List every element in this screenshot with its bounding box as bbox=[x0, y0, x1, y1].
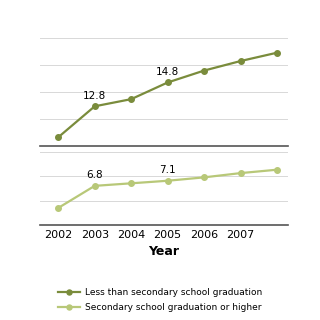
Text: 7.1: 7.1 bbox=[159, 165, 176, 175]
Less than secondary school graduation bbox=[166, 81, 170, 84]
Less than secondary school graduation bbox=[129, 97, 133, 101]
Text: 14.8: 14.8 bbox=[156, 67, 179, 77]
Secondary school graduation or higher bbox=[275, 168, 279, 172]
X-axis label: Year: Year bbox=[148, 245, 180, 258]
Line: Less than secondary school graduation: Less than secondary school graduation bbox=[55, 50, 280, 140]
Secondary school graduation or higher bbox=[239, 171, 243, 175]
Legend: Less than secondary school graduation, Secondary school graduation or higher: Less than secondary school graduation, S… bbox=[54, 285, 266, 316]
Less than secondary school graduation bbox=[93, 104, 97, 108]
Secondary school graduation or higher bbox=[166, 179, 170, 183]
Text: 6.8: 6.8 bbox=[86, 170, 103, 180]
Less than secondary school graduation bbox=[275, 51, 279, 55]
Less than secondary school graduation bbox=[56, 135, 60, 139]
Secondary school graduation or higher bbox=[93, 184, 97, 188]
Less than secondary school graduation bbox=[239, 59, 243, 63]
Text: 12.8: 12.8 bbox=[83, 91, 106, 101]
Secondary school graduation or higher bbox=[129, 181, 133, 185]
Secondary school graduation or higher bbox=[202, 175, 206, 179]
Less than secondary school graduation bbox=[202, 69, 206, 73]
Line: Secondary school graduation or higher: Secondary school graduation or higher bbox=[55, 167, 280, 211]
Secondary school graduation or higher bbox=[56, 206, 60, 210]
